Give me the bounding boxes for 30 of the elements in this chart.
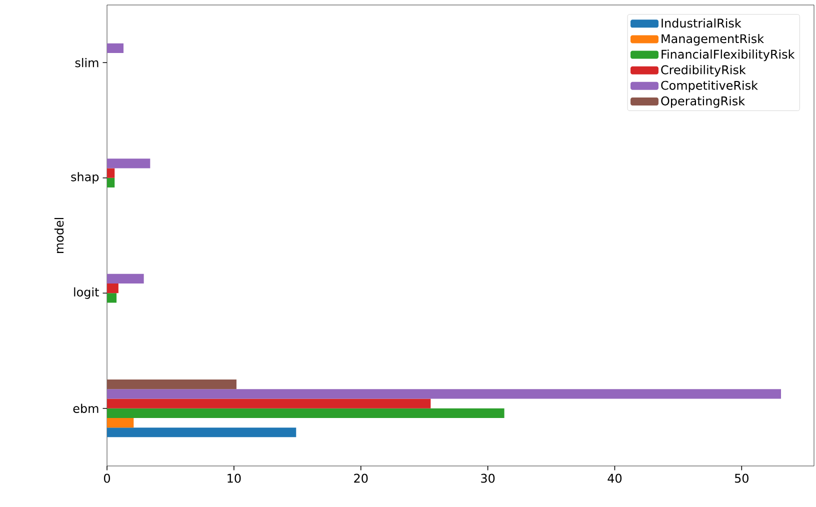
y-axis-title: model <box>54 218 64 254</box>
legend-label: ManagementRisk <box>662 34 764 46</box>
legend-label: IndustrialRisk <box>662 18 742 28</box>
legend-label: CredibilityRisk <box>661 65 746 77</box>
legend-label: CompetitiveRisk <box>661 80 758 92</box>
legend-label: OperatingRisk <box>661 96 746 108</box>
bar <box>107 398 431 408</box>
bar <box>107 274 144 284</box>
y-tick-label: logit <box>74 287 99 299</box>
x-tick-label: 50 <box>734 474 748 483</box>
bar <box>107 380 236 390</box>
x-tick-label: 40 <box>608 474 622 483</box>
x-tick-label: 20 <box>354 474 368 483</box>
bar <box>107 389 782 399</box>
y-tick-label: slim <box>75 58 98 68</box>
bar <box>107 418 134 428</box>
bar <box>107 168 115 178</box>
legend-label: FinancialFlexibilityRisk <box>662 50 795 62</box>
bar <box>107 43 124 54</box>
bar <box>107 408 504 418</box>
y-tick-label: ebm <box>73 404 98 413</box>
x-tick-label: 10 <box>228 474 241 483</box>
y-tick-label: shap <box>71 172 99 184</box>
bar <box>107 158 150 168</box>
x-tick-label: 0 <box>104 474 110 483</box>
x-tick-label: 30 <box>481 474 495 483</box>
bar <box>107 428 296 438</box>
bar <box>107 284 118 294</box>
bar <box>107 293 117 303</box>
bar <box>107 178 115 188</box>
